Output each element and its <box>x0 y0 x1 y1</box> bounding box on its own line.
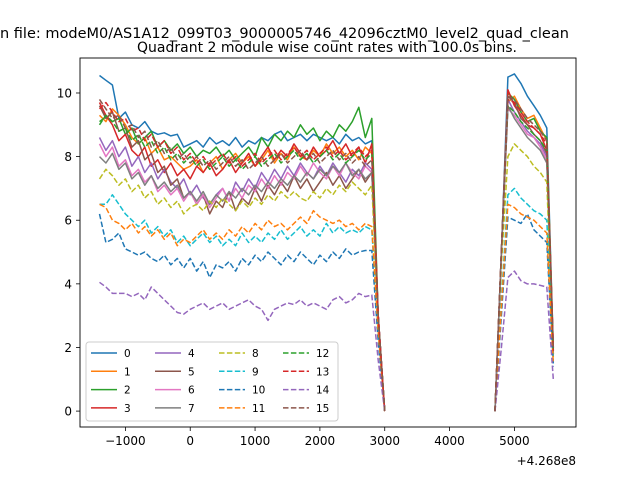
x-tick-label: 1000 <box>240 434 271 448</box>
series-line-6 <box>98 143 386 412</box>
y-tick-label: 0 <box>64 405 72 419</box>
legend-label: 6 <box>188 385 195 397</box>
legend-label: 10 <box>252 385 265 397</box>
x-tick-label: 0 <box>186 434 194 448</box>
legend-frame <box>85 341 339 422</box>
series-line-14 <box>99 281 386 412</box>
y-tick-label: 6 <box>64 214 72 228</box>
legend-label: 8 <box>252 348 259 360</box>
y-axis: 0 2 4 6 8 10 <box>57 86 80 419</box>
series-line-3 <box>98 102 386 412</box>
series-line-12 <box>98 114 386 412</box>
series-line-13 <box>494 98 555 412</box>
x-axis: −1000 0 1000 2000 3000 4000 5000 <box>105 427 530 448</box>
legend-label: 7 <box>188 403 195 415</box>
series-line-15 <box>494 95 555 412</box>
series-line-9 <box>494 187 555 412</box>
series-layer <box>98 73 555 412</box>
figure-suptitle: n file: modeM0/AS1A12_099T03_9000005746_… <box>0 26 569 42</box>
series-line-13 <box>98 101 386 412</box>
series-line-7 <box>98 152 386 412</box>
legend-label: 5 <box>188 366 195 378</box>
x-tick-label: 4000 <box>434 434 465 448</box>
series-line-14 <box>494 270 555 412</box>
legend-label: 15 <box>316 403 329 415</box>
series-line-4 <box>98 137 386 412</box>
legend-label: 4 <box>188 348 195 360</box>
series-line-10 <box>98 213 386 412</box>
x-axis-offset-label: +4.268e8 <box>517 454 576 468</box>
legend-label: 11 <box>252 403 265 415</box>
series-line-11 <box>99 203 386 412</box>
legend-label: 3 <box>124 403 131 415</box>
y-tick-label: 10 <box>57 86 72 100</box>
plot-border <box>79 57 577 428</box>
legend-label: 14 <box>316 385 330 397</box>
legend-label: 2 <box>124 385 131 397</box>
series-line-15 <box>98 98 386 412</box>
series-line-8 <box>98 168 386 412</box>
x-tick-label: −1000 <box>105 434 146 448</box>
x-tick-label: 3000 <box>369 434 400 448</box>
legend-label: 0 <box>124 348 131 360</box>
y-tick-label: 4 <box>64 277 72 291</box>
legend-label: 1 <box>124 366 131 378</box>
series-line-0 <box>99 74 386 412</box>
series-line-8 <box>494 143 555 412</box>
x-tick-label: 5000 <box>499 434 530 448</box>
legend-label: 13 <box>316 366 329 378</box>
legend-label: 12 <box>316 348 329 360</box>
y-tick-label: 8 <box>64 150 72 164</box>
series-line-9 <box>99 194 386 412</box>
y-tick-label: 2 <box>64 341 72 355</box>
x-tick-label: 2000 <box>305 434 336 448</box>
legend-label: 9 <box>252 366 259 378</box>
chart-title: Quadrant 2 module wise count rates with … <box>137 40 517 56</box>
